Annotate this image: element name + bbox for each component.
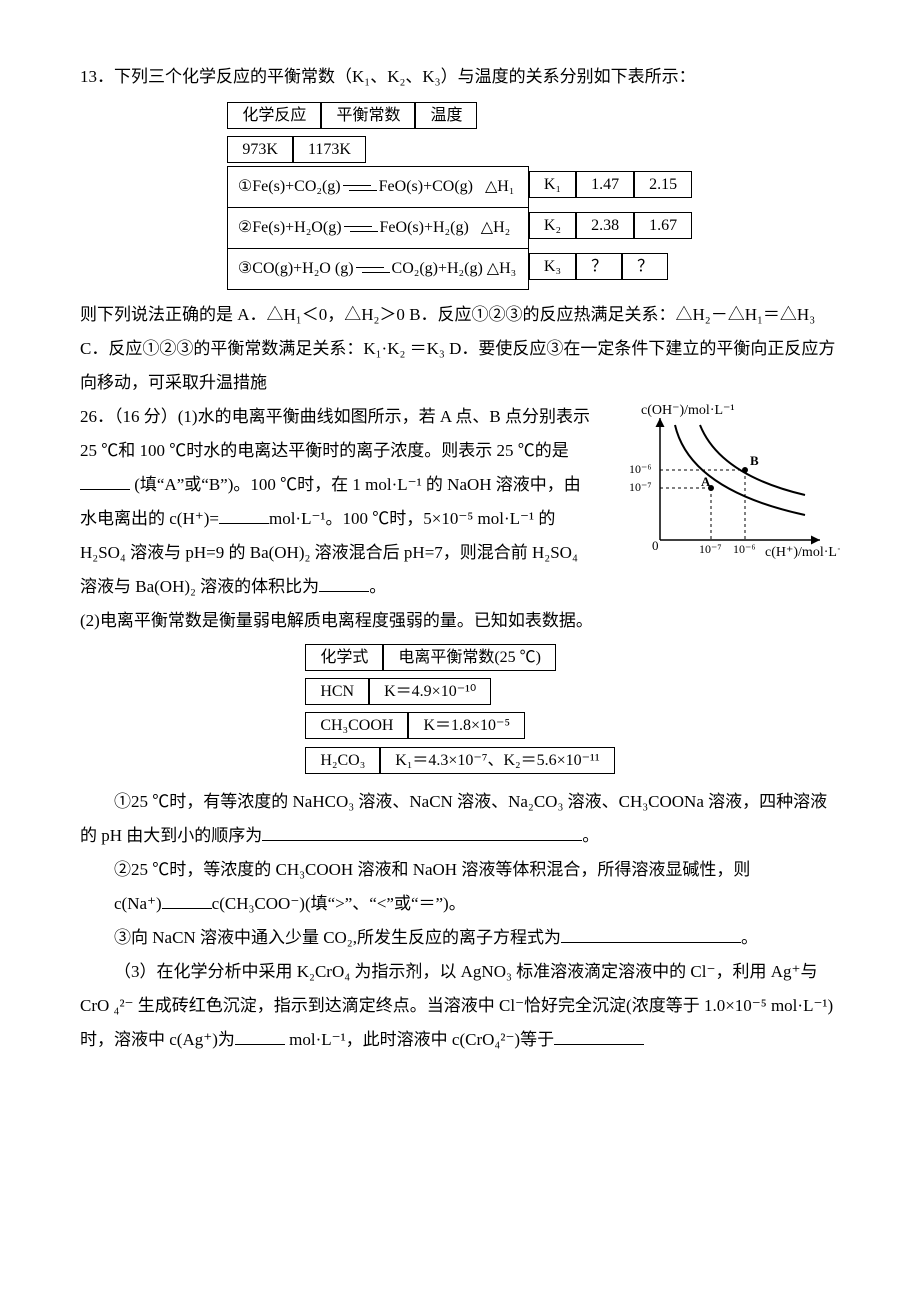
svg-text:B: B bbox=[750, 453, 759, 468]
table-row: ②Fe(s)+H₂O(g)FeO(s)+H₂(g) △H₂ K₂ 2.38 1.… bbox=[227, 208, 692, 249]
q13-option-c: C．反应①②③的平衡常数满足关系：K₁·K₂ ＝K₃ bbox=[80, 339, 445, 358]
fill-blank[interactable] bbox=[561, 925, 741, 943]
q26-sub2-1: ①25 ℃时，有等浓度的 NaHCO₃ 溶液、NaCN 溶液、Na₂CO₃ 溶液… bbox=[80, 785, 840, 853]
fill-blank[interactable] bbox=[554, 1027, 644, 1045]
q13-option-b: B．反应①②③的反应热满足关系：△H₂－△H₁＝△H₃ bbox=[409, 305, 815, 324]
svg-text:A: A bbox=[701, 474, 711, 489]
table-row: CH₃COOHK＝1.8×10⁻⁵ bbox=[305, 708, 614, 742]
q13-option-a: A．△H₁＜0，△H₂＞0 bbox=[237, 305, 405, 324]
th-1173k: 1173K bbox=[293, 136, 366, 163]
x-axis-label: c(H⁺)/mol·L⁻¹ bbox=[765, 545, 840, 560]
q13-table: 化学反应 平衡常数 温度 973K 1173K ①Fe(s)+CO₂(g)FeO… bbox=[227, 98, 693, 290]
th-973k: 973K bbox=[227, 136, 293, 163]
y-axis-label: c(OH⁻)/mol·L⁻¹ bbox=[641, 403, 735, 418]
ionization-curve-chart: c(OH⁻)/mol·L⁻¹ 0 c(H⁺)/mol·L⁻¹ A B 10 bbox=[605, 400, 840, 572]
svg-text:0: 0 bbox=[652, 538, 659, 553]
th-reaction: 化学反应 bbox=[227, 102, 321, 129]
fill-blank[interactable] bbox=[219, 506, 269, 524]
q26-sub2-2b: c(Na⁺)c(CH₃COO⁻)(填“>”、“<”或“＝”)。 bbox=[80, 887, 840, 921]
svg-text:10⁻⁷: 10⁻⁷ bbox=[629, 480, 652, 494]
q26-sub3: （3）在化学分析中采用 K₂CrO₄ 为指示剂，以 AgNO₃ 标准溶液滴定溶液… bbox=[80, 955, 840, 1057]
q26-part2-lead: (2)电离平衡常数是衡量弱电解质电离程度强弱的量。已知如表数据。 bbox=[80, 611, 593, 630]
fill-blank[interactable] bbox=[235, 1027, 285, 1045]
fill-blank[interactable] bbox=[80, 472, 130, 490]
fill-blank[interactable] bbox=[319, 574, 369, 592]
svg-text:10⁻⁶: 10⁻⁶ bbox=[733, 542, 756, 556]
q13-lead: 则下列说法正确的是 bbox=[80, 305, 233, 324]
th-temp: 温度 bbox=[415, 102, 477, 129]
q26-table2: 化学式 电离平衡常数(25 ℃) HCNK＝4.9×10⁻¹⁰ CH₃COOHK… bbox=[305, 640, 614, 776]
fill-blank[interactable] bbox=[262, 823, 582, 841]
q13-stem: 13．下列三个化学反应的平衡常数（K₁、K₂、K₃）与温度的关系分别如下表所示： bbox=[80, 67, 696, 86]
table-row: H₂CO₃K₁＝4.3×10⁻⁷、K₂＝5.6×10⁻¹¹ bbox=[305, 742, 614, 776]
th-const: 平衡常数 bbox=[321, 102, 415, 129]
q26-sub2-3: ③向 NaCN 溶液中通入少量 CO₂,所发生反应的离子方程式为。 bbox=[80, 921, 840, 955]
th-k25: 电离平衡常数(25 ℃) bbox=[383, 644, 556, 671]
th-formula: 化学式 bbox=[305, 644, 383, 671]
svg-text:10⁻⁷: 10⁻⁷ bbox=[699, 542, 722, 556]
table-row: ①Fe(s)+CO₂(g)FeO(s)+CO(g) △H₁ K₁ 1.47 2.… bbox=[227, 167, 692, 208]
q26-sub2-2: ②25 ℃时，等浓度的 CH₃COOH 溶液和 NaOH 溶液等体积混合，所得溶… bbox=[80, 853, 840, 887]
fill-blank[interactable] bbox=[162, 891, 212, 909]
table-row: ③CO(g)+H₂O (g)CO₂(g)+H₂(g) △H₃ K₃ ？ ？ bbox=[227, 249, 692, 290]
table-row: HCNK＝4.9×10⁻¹⁰ bbox=[305, 674, 614, 708]
svg-text:10⁻⁶: 10⁻⁶ bbox=[629, 462, 652, 476]
